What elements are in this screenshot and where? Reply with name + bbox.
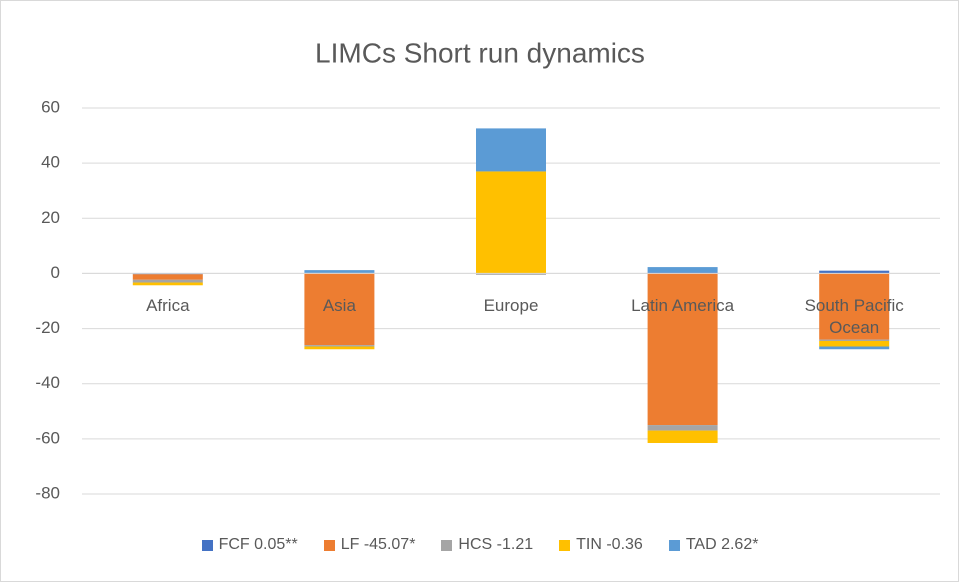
y-tick-label: -80: [35, 483, 60, 502]
legend-item: TAD 2.62*: [668, 536, 759, 554]
bar-segment: [476, 128, 546, 172]
bar-segment: [304, 273, 375, 346]
bar-segment: [819, 346, 890, 350]
y-tick-label: -60: [35, 428, 60, 447]
bar-segment: [132, 274, 203, 280]
legend-item: FCF 0.05**: [201, 536, 298, 554]
bar-segment: [304, 346, 375, 350]
legend: FCF 0.05** LF -45.07* HCS -1.21 TIN -0.36 TA…: [0, 536, 960, 554]
bar-segment: [476, 273, 546, 275]
y-tick-label: -20: [35, 318, 60, 337]
legend-swatch: [201, 539, 213, 551]
bar-segment: [819, 270, 890, 274]
legend-label: FCF 0.05**: [218, 536, 298, 553]
bar-segment: [647, 425, 718, 431]
legend-item: LF -45.07*: [323, 536, 416, 554]
bar-segment: [304, 345, 375, 347]
x-tick-label: Africa: [146, 296, 190, 316]
legend-label: HCS -1.21: [458, 536, 534, 553]
y-tick-label: 60: [41, 97, 60, 116]
bar-segment: [476, 171, 546, 274]
bar-segment: [132, 279, 203, 283]
y-tick-label: 20: [41, 208, 60, 227]
legend-swatch: [323, 539, 335, 551]
x-tick-label: Europe: [483, 296, 539, 316]
legend-label: TIN -0.36: [576, 536, 643, 553]
legend-swatch: [668, 539, 680, 551]
bar-segment: [819, 339, 890, 341]
y-tick-label: 0: [51, 263, 60, 282]
bar-segment: [819, 340, 890, 347]
legend-label: LF -45.07*: [340, 536, 416, 553]
y-tick-label: -40: [35, 373, 60, 392]
bar-segment: [132, 282, 203, 286]
legend-item: TIN -0.36: [559, 536, 643, 554]
legend-label: TAD 2.62*: [685, 536, 759, 553]
legend-swatch: [441, 539, 453, 551]
x-tick-label: Asia: [322, 296, 356, 316]
x-tick-label: South Pacific Ocean: [804, 296, 904, 338]
legend-item: HCS -1.21: [441, 536, 533, 554]
bar-segment: [647, 267, 718, 273]
y-tick-label: 40: [41, 153, 60, 172]
bar-segment: [647, 430, 718, 443]
bar-segment: [647, 273, 718, 426]
bar-segment: [819, 273, 890, 340]
x-tick-label: Latin America: [631, 296, 735, 316]
bar-segment: [304, 270, 375, 273]
legend-swatch: [559, 539, 571, 551]
chart-title: LIMCs Short run dynamics: [315, 37, 645, 68]
